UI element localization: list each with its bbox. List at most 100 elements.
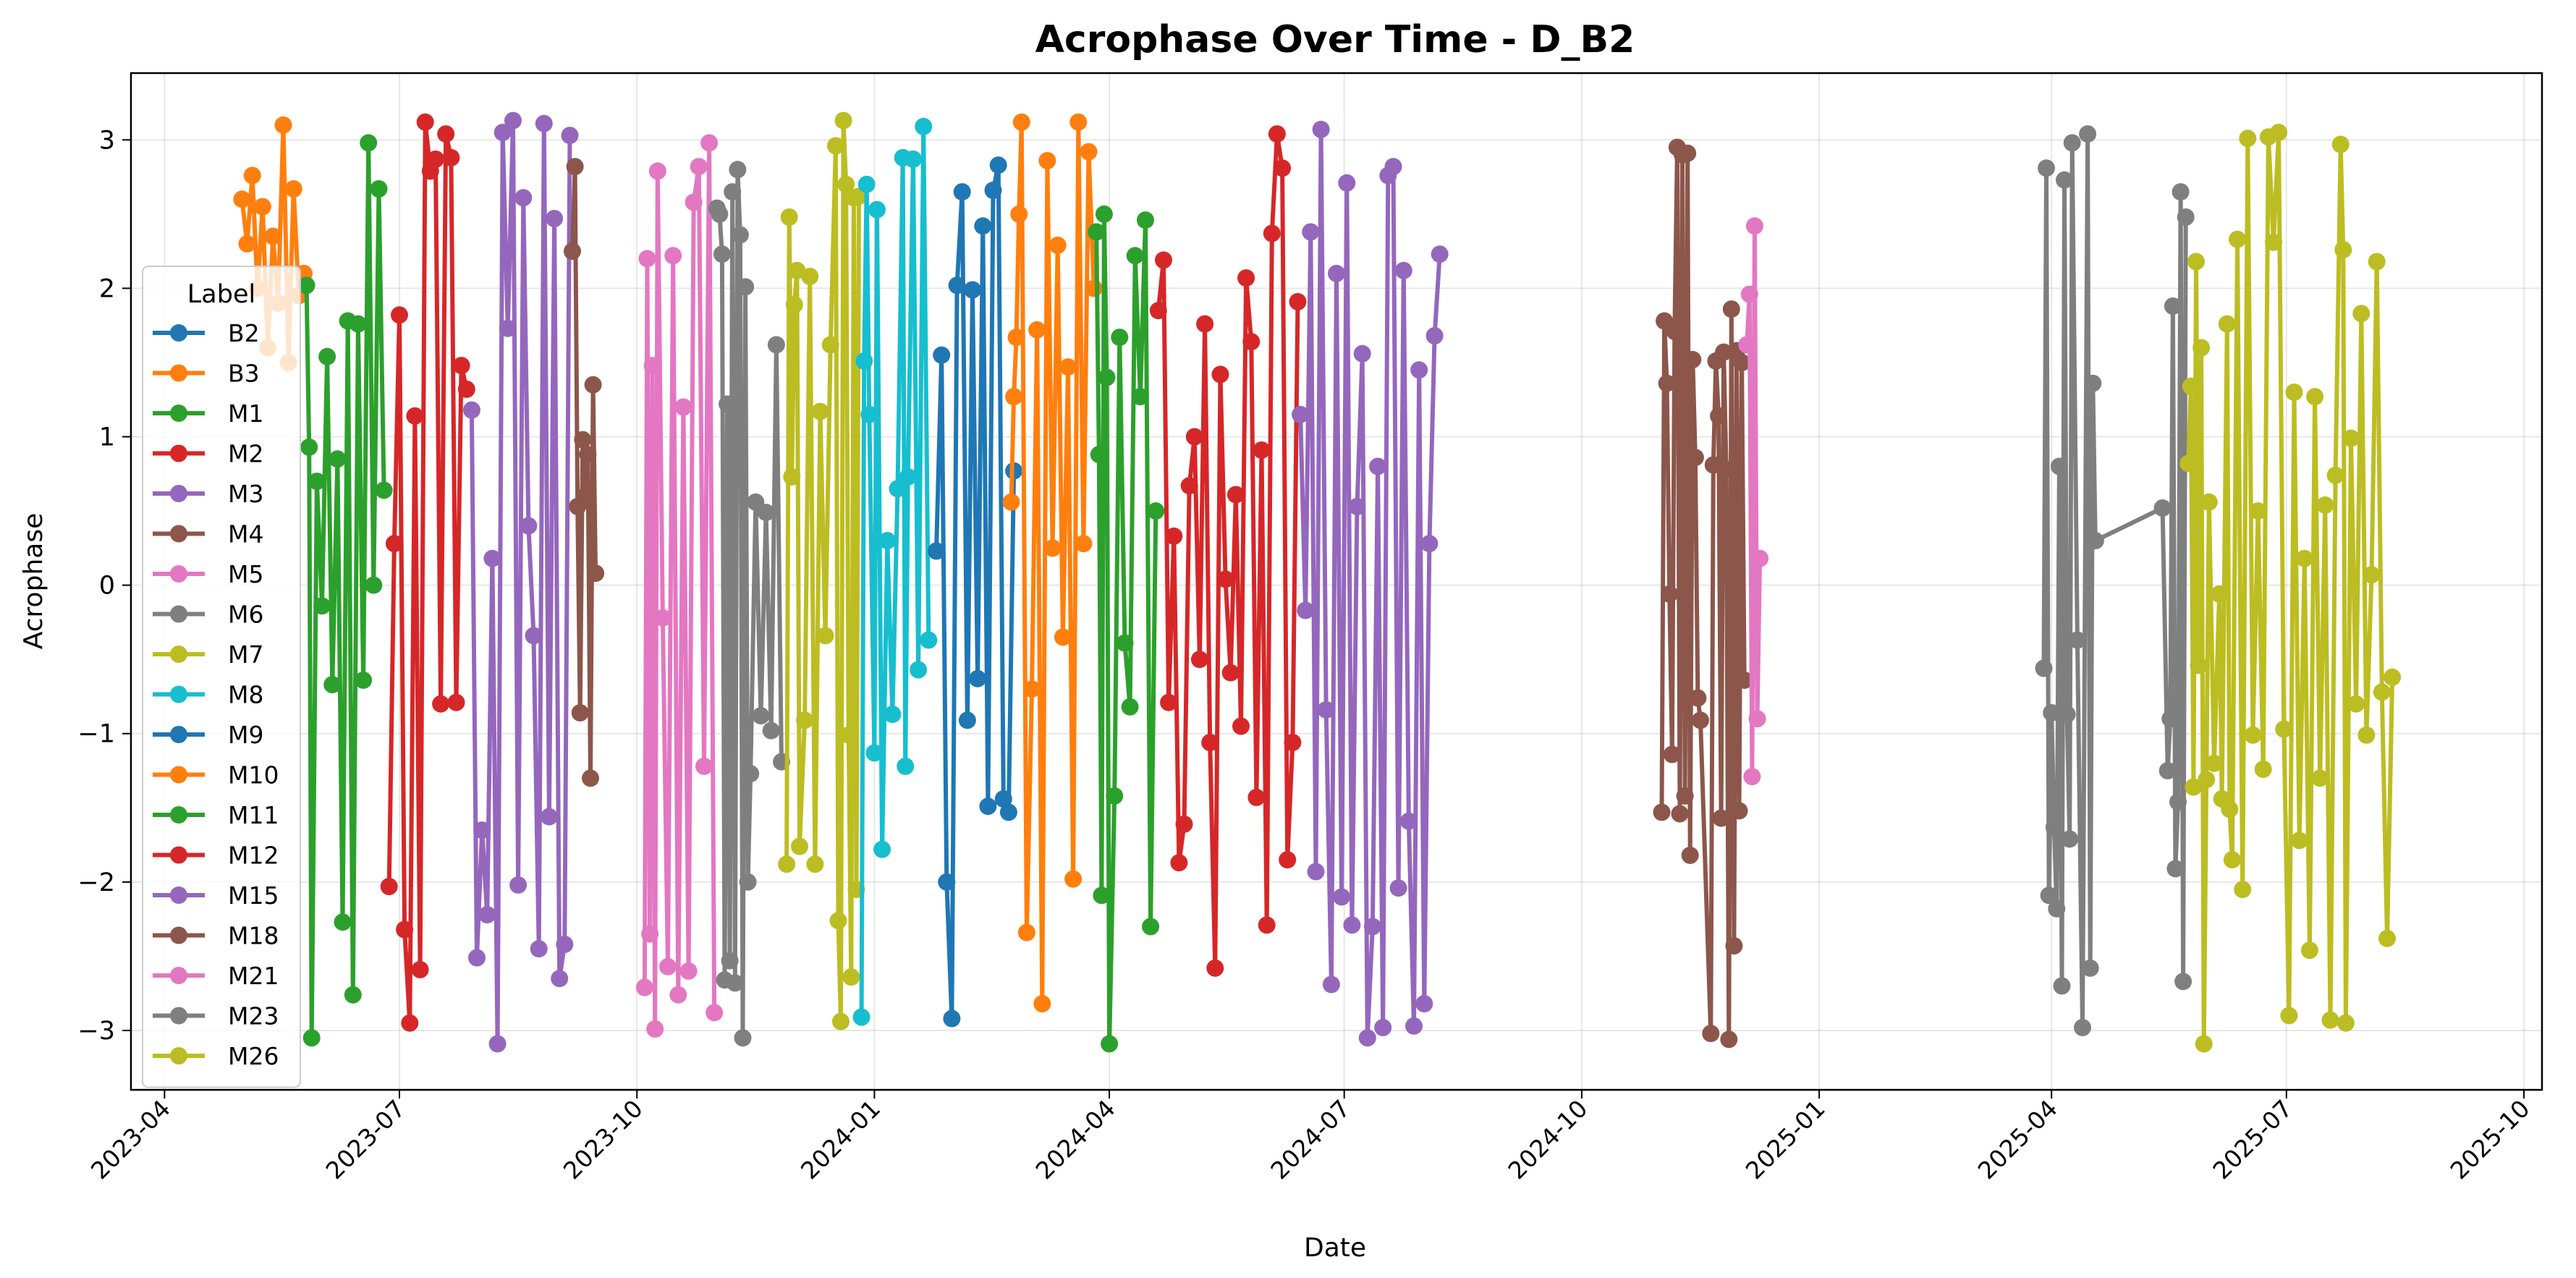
data-point-m26	[2373, 683, 2391, 701]
data-point-m2	[437, 125, 455, 143]
data-point-m11	[1111, 329, 1129, 347]
series-m21	[1738, 217, 1769, 786]
data-point-m18	[1692, 711, 1709, 729]
data-point-m23	[2048, 900, 2066, 918]
legend-item-m18: M18	[153, 922, 279, 950]
data-point-m10	[1010, 205, 1028, 223]
data-point-m5	[685, 193, 703, 211]
data-point-m18	[1679, 144, 1697, 162]
legend-item-m1: M1	[153, 399, 263, 428]
data-point-m5	[653, 609, 671, 627]
data-point-m8	[889, 480, 907, 498]
data-point-m7	[832, 1012, 850, 1031]
data-point-m12	[1268, 125, 1286, 143]
data-point-m3	[478, 906, 496, 923]
data-point-m15	[1363, 918, 1381, 936]
legend-item-m10: M10	[153, 761, 279, 790]
series-m6	[708, 161, 790, 1047]
data-point-m11	[1147, 502, 1165, 520]
data-point-m10	[1017, 923, 1035, 941]
series-m2	[380, 113, 475, 1032]
data-point-m18	[1666, 322, 1684, 340]
data-point-m7	[780, 208, 798, 226]
data-point-m8	[855, 352, 873, 370]
data-point-m3	[514, 189, 533, 207]
data-point-m3	[493, 124, 512, 141]
data-point-m12	[1211, 365, 1229, 384]
data-point-m12	[1206, 959, 1224, 977]
legend-label: M11	[228, 801, 279, 829]
data-point-m2	[406, 407, 424, 425]
data-point-m26	[2326, 466, 2344, 484]
data-point-m12	[1258, 916, 1276, 934]
data-point-m12	[1155, 251, 1172, 269]
data-point-m3	[530, 940, 548, 958]
series-line-m9	[934, 163, 1017, 1021]
data-point-m9	[979, 797, 997, 816]
data-point-m18	[1653, 803, 1671, 821]
data-point-m6	[724, 183, 742, 201]
data-point-m12	[1274, 159, 1292, 177]
data-point-m26	[2342, 429, 2360, 447]
data-point-m26	[2205, 754, 2223, 772]
data-point-m18	[1735, 671, 1753, 689]
y-tick-label: −2	[77, 868, 115, 897]
data-point-m3	[509, 876, 528, 894]
data-point-m12	[1284, 734, 1302, 751]
data-point-m7	[778, 855, 796, 873]
data-point-m15	[1322, 976, 1340, 994]
data-point-m5	[659, 957, 677, 976]
legend-item-m4: M4	[153, 520, 263, 549]
data-point-m23	[2084, 374, 2102, 392]
legend-item-b3: B3	[153, 360, 260, 388]
data-point-m18	[1720, 1031, 1738, 1049]
data-point-m15	[1431, 245, 1449, 263]
series-m11	[1088, 205, 1165, 1053]
legend-label: M15	[228, 881, 279, 910]
data-point-m10	[1005, 388, 1023, 406]
series-line-m15	[1298, 127, 1442, 1041]
data-point-m10	[1002, 493, 1020, 511]
legend-item-m7: M7	[153, 640, 263, 669]
series-m15	[1292, 120, 1449, 1047]
data-point-m23	[2153, 499, 2172, 517]
data-point-m9	[984, 182, 1002, 199]
data-point-m7	[834, 111, 852, 130]
data-point-m12	[1160, 693, 1178, 711]
legend-swatch-marker	[170, 565, 187, 583]
data-point-m8	[915, 117, 933, 135]
data-point-m6	[734, 1029, 752, 1047]
legend-swatch-marker	[170, 886, 187, 904]
series-m12	[1149, 125, 1307, 977]
data-point-m11	[1106, 787, 1124, 805]
y-tick-label: 0	[99, 572, 115, 601]
y-tick-label: 1	[99, 423, 115, 452]
data-point-m12	[1170, 854, 1188, 872]
data-point-m1	[323, 676, 342, 694]
data-point-m23	[2040, 886, 2058, 905]
data-point-m5	[648, 162, 666, 180]
data-point-m6	[762, 721, 780, 740]
legend-swatch-marker	[170, 605, 187, 623]
data-point-m3	[561, 127, 579, 145]
data-point-m12	[1221, 664, 1240, 682]
data-point-m23	[2081, 959, 2099, 977]
data-point-m15	[1343, 916, 1361, 934]
data-point-m9	[938, 873, 956, 891]
data-point-m5	[664, 247, 682, 265]
data-point-m26	[2384, 668, 2402, 686]
data-point-m23	[2063, 134, 2081, 152]
data-point-m15	[1338, 174, 1356, 192]
data-point-m26	[2223, 851, 2241, 869]
data-point-m11	[1126, 247, 1144, 265]
data-point-m21	[1743, 768, 1761, 786]
data-point-m6	[739, 873, 757, 891]
data-point-m6	[726, 974, 744, 992]
data-point-m26	[2234, 881, 2252, 899]
series-m4	[564, 158, 605, 787]
data-point-m3	[504, 111, 522, 130]
data-point-m12	[1289, 292, 1307, 310]
data-point-m9	[933, 346, 951, 364]
series-line-m7	[784, 118, 861, 1024]
data-point-m3	[540, 808, 558, 826]
